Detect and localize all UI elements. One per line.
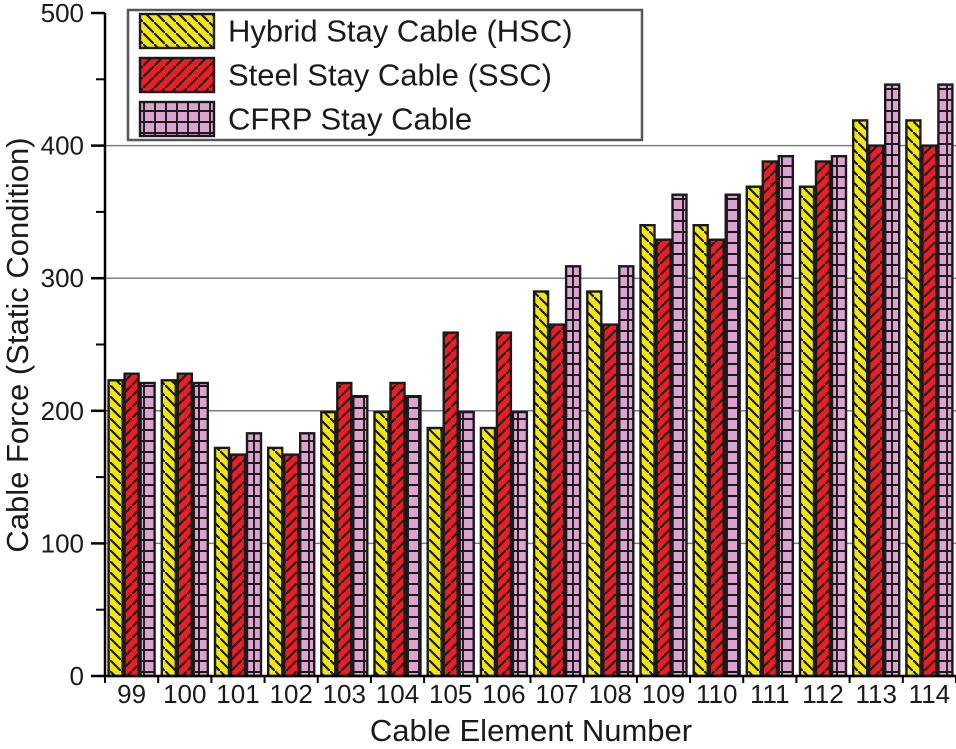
bar-hsc-102 (267, 446, 284, 678)
bar-ssc-100 (176, 372, 194, 678)
x-tick-label-108: 108 (589, 679, 632, 709)
bar-cfrp-109 (671, 193, 688, 678)
bar-cfrp-110 (724, 193, 741, 678)
y-tick-label-500: 500 (41, 0, 84, 28)
x-tick-label-109: 109 (642, 679, 685, 709)
legend-item-hsc: Hybrid Stay Cable (HSC) (138, 12, 573, 50)
bar-cfrp-104 (405, 395, 422, 678)
bar-cfrp-112 (830, 154, 848, 678)
legend-swatch-cfrp (138, 100, 216, 138)
legend: Hybrid Stay Cable (HSC) Steel Stay Cable … (126, 8, 644, 142)
y-axis-title: Cable Force (Static Condition) (0, 137, 35, 552)
bar-ssc-108 (602, 323, 619, 678)
x-tick-label-113: 113 (855, 679, 896, 709)
bar-hsc-99 (107, 379, 124, 678)
bar-hsc-104 (373, 410, 390, 678)
axes (91, 11, 956, 683)
x-tick-label-106: 106 (482, 679, 525, 709)
bar-cfrp-100 (192, 381, 210, 678)
bar-hsc-110 (692, 223, 709, 678)
bar-cfrp-103 (352, 395, 369, 678)
bar-hsc-107 (532, 290, 550, 678)
y-tick-label-100: 100 (41, 528, 84, 558)
x-tick-label-112: 112 (802, 679, 843, 709)
bar-ssc-112 (814, 160, 832, 678)
x-tick-label-104: 104 (376, 679, 419, 709)
x-tick-label-114: 114 (909, 679, 950, 709)
bar-ssc-104 (389, 381, 406, 678)
bar-cfrp-111 (777, 154, 794, 678)
y-tick-label-0: 0 (70, 661, 84, 691)
y-tick-label-400: 400 (41, 131, 84, 161)
bar-cfrp-99 (139, 381, 156, 678)
bar-ssc-101 (229, 453, 247, 678)
bar-ssc-110 (708, 238, 725, 678)
bar-ssc-109 (655, 238, 672, 678)
tick-labels: 0 100 200 300 400 500 99 100 101 102 103 104 105 106 1… (41, 0, 951, 709)
bar-ssc-103 (336, 381, 353, 678)
bar-cfrp-114 (937, 83, 954, 678)
bar-cfrp-108 (618, 265, 635, 678)
bar-hsc-108 (586, 290, 603, 678)
x-tick-label-100: 100 (163, 679, 206, 709)
bar-cfrp-105 (458, 410, 475, 678)
x-tick-label-107: 107 (535, 679, 578, 709)
bar-cfrp-106 (511, 410, 529, 678)
bar-hsc-113 (852, 119, 869, 678)
bar-ssc-111 (761, 160, 778, 678)
y-tick-label-200: 200 (41, 396, 84, 426)
x-tick-label-105: 105 (429, 679, 472, 709)
bar-hsc-111 (745, 185, 762, 678)
bar-ssc-106 (495, 331, 513, 678)
bar-cfrp-107 (564, 265, 582, 678)
x-tick-label-102: 102 (270, 679, 313, 709)
bar-cfrp-101 (245, 432, 263, 678)
bar-cfrp-102 (299, 432, 316, 678)
bar-ssc-99 (123, 372, 140, 678)
x-axis-title: Cable Element Number (370, 713, 692, 748)
bar-hsc-112 (798, 185, 816, 678)
bar-hsc-114 (905, 119, 922, 678)
legend-item-cfrp: CFRP Stay Cable (138, 100, 472, 138)
legend-swatch-hsc (138, 12, 216, 50)
legend-swatch-ssc (138, 56, 216, 94)
bar-hsc-106 (479, 426, 497, 678)
x-tick-label-110: 110 (696, 679, 737, 709)
x-tick-label-101: 101 (216, 679, 259, 709)
x-tick-label-99: 99 (117, 679, 146, 709)
bar-hsc-100 (160, 379, 178, 678)
bar-hsc-105 (426, 426, 443, 678)
bar-ssc-105 (442, 331, 459, 678)
bar-ssc-113 (868, 144, 885, 678)
bar-hsc-103 (320, 410, 337, 678)
bar-ssc-102 (283, 453, 300, 678)
bar-cfrp-113 (884, 83, 901, 678)
legend-label-hsc: Hybrid Stay Cable (HSC) (228, 14, 573, 49)
bar-ssc-114 (921, 144, 938, 678)
bar-hsc-109 (639, 223, 656, 678)
x-tick-label-103: 103 (323, 679, 366, 709)
bar-ssc-107 (548, 323, 566, 678)
bar-hsc-101 (213, 446, 231, 678)
legend-label-ssc: Steel Stay Cable (SSC) (228, 58, 552, 93)
legend-item-ssc: Steel Stay Cable (SSC) (138, 56, 552, 94)
legend-label-cfrp: CFRP Stay Cable (228, 102, 472, 137)
y-tick-label-300: 300 (41, 263, 84, 293)
x-tick-label-111: 111 (750, 679, 790, 709)
bar-series (107, 83, 954, 678)
